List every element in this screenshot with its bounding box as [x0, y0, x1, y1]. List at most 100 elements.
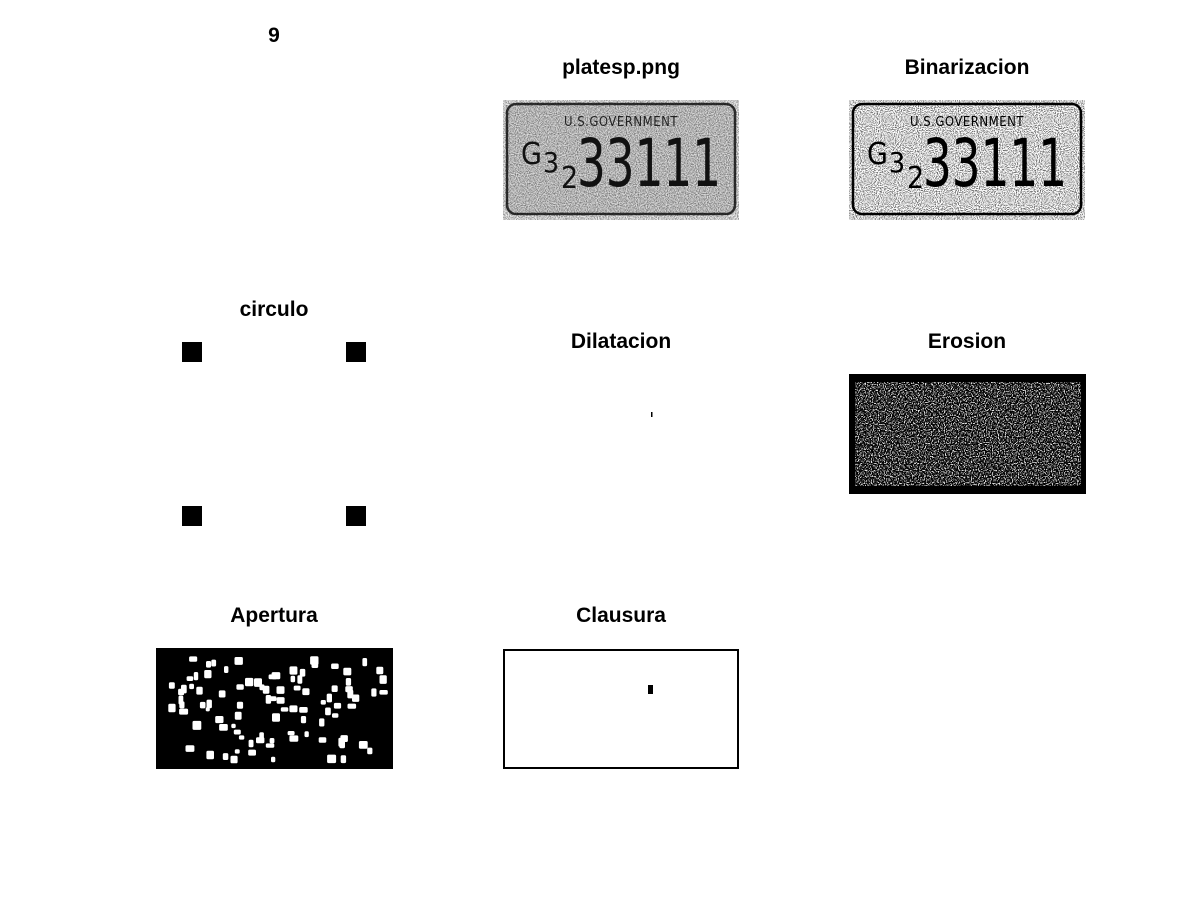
panel-title-circle: circulo [239, 298, 309, 321]
opening-speckle [332, 713, 339, 718]
opening-speckle [234, 749, 240, 754]
opening-speckle [320, 700, 326, 705]
opening-speckle [289, 705, 298, 713]
corner-pixel-top-left [182, 342, 202, 362]
binarized-sub2-text: 2 [907, 161, 924, 196]
binarized-sub1-text: 3 [889, 146, 905, 179]
opening-speckle [168, 682, 175, 689]
opening-speckle [224, 666, 229, 673]
opening-speckle [193, 672, 199, 681]
opening-speckle [289, 666, 298, 675]
opening-speckle [345, 686, 353, 693]
panel-title-erosion: Erosion [927, 330, 1007, 353]
erosion-image [849, 374, 1086, 494]
opening-speckle [234, 657, 243, 665]
panel-title-closing: Clausura [576, 604, 666, 627]
opening-speckle [206, 750, 214, 760]
opening-speckle [215, 716, 224, 724]
opening-speckle [206, 661, 212, 668]
opening-speckle [272, 713, 280, 722]
corner-pixel-bottom-right [346, 506, 366, 526]
opening-speckle [271, 756, 276, 763]
opening-speckle [289, 735, 299, 742]
opening-speckle [331, 685, 338, 692]
opening-speckle [248, 749, 256, 756]
opening-speckle [327, 754, 337, 764]
binarized-header-text: U.S.GOVERNMENT [910, 115, 1024, 130]
opening-speckle [233, 729, 241, 735]
opening-speckle [367, 747, 373, 755]
panel-title-opening: Apertura [230, 604, 318, 627]
opening-speckle [219, 724, 228, 731]
corner-pixel-top-right [346, 342, 366, 362]
opening-speckle [379, 690, 388, 695]
opening-speckle [186, 676, 194, 681]
opening-speckle [310, 656, 319, 665]
opening-speckle [326, 693, 332, 703]
opening-speckle [299, 668, 306, 677]
opening-speckle [319, 718, 325, 727]
opening-speckle [204, 670, 212, 679]
plate-number-text: 33111 [577, 125, 721, 202]
figure-number-label: 9 [268, 24, 280, 47]
opening-speckle [236, 684, 244, 690]
opening-speckle [362, 658, 368, 667]
opening-speckle [181, 684, 187, 694]
opening-speckle [358, 741, 368, 749]
opening-speckle [192, 720, 202, 730]
opening-speckle [300, 716, 307, 724]
opening-speckle [280, 707, 289, 712]
opening-speckle [269, 738, 275, 744]
opening-image [156, 648, 393, 769]
opening-speckle [331, 663, 339, 669]
opening-speckle [271, 672, 281, 680]
opening-speckle [179, 708, 189, 715]
panel-title-dilation: Dilatacion [570, 330, 672, 353]
opening-speckle [189, 683, 194, 690]
opening-speckle [276, 697, 285, 704]
opening-speckle [345, 678, 352, 686]
opening-speckle [297, 675, 303, 684]
opening-speckle [265, 743, 275, 748]
opening-speckle [168, 703, 176, 713]
opening-speckle [343, 667, 352, 676]
opening-speckle [290, 675, 296, 683]
opening-speckle [287, 731, 295, 736]
plate-sub1-text: 3 [543, 146, 559, 179]
panel-title-original: platesp.png [562, 56, 680, 79]
opening-speckle [185, 745, 195, 752]
opening-speckle [302, 688, 310, 696]
dilation-image [503, 374, 739, 494]
opening-speckle [248, 739, 254, 748]
opening-speckle [340, 755, 347, 764]
opening-speckle [318, 737, 327, 743]
opening-speckle [238, 735, 245, 740]
opening-speckle [211, 659, 217, 667]
opening-speckle [196, 686, 203, 695]
panel-title-binarized: Binarizacion [904, 56, 1030, 79]
opening-speckle [199, 701, 206, 709]
opening-speckle [293, 685, 301, 691]
opening-speckle [347, 703, 357, 709]
plate-header-text: U.S.GOVERNMENT [564, 115, 678, 130]
binarized-number-text: 33111 [923, 125, 1067, 202]
opening-speckle [206, 699, 212, 709]
opening-speckle [325, 707, 331, 716]
binarized-prefix-text: G [867, 137, 888, 172]
opening-speckle [259, 684, 265, 691]
opening-speckle [230, 755, 238, 764]
opening-speckle [245, 677, 254, 687]
opening-speckle [299, 707, 308, 713]
closing-image [503, 649, 739, 769]
opening-speckle [205, 707, 210, 712]
opening-speckle [236, 701, 244, 709]
opening-speckle [218, 690, 226, 698]
opening-speckle [222, 753, 229, 760]
opening-speckle [352, 694, 360, 702]
corner-pixel-bottom-left [182, 506, 202, 526]
opening-speckle [256, 737, 265, 744]
circle-structuring-element-image [182, 342, 368, 528]
binarized-plate-image: U.S.GOVERNMENT G 3 2 33111 [849, 100, 1085, 220]
opening-speckle [371, 688, 377, 697]
opening-speckle [189, 656, 198, 662]
